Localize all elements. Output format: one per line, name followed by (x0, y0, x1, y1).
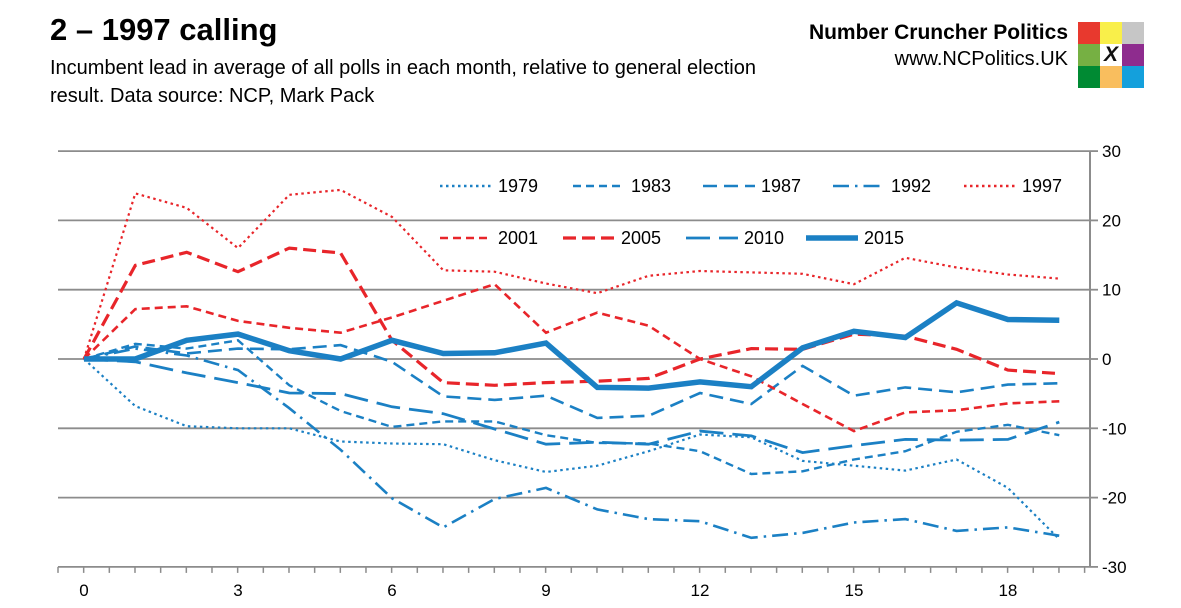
y-axis-label: 0 (1102, 350, 1111, 369)
logo-cell (1122, 44, 1144, 66)
chart-subtitle: Incumbent lead in average of all polls i… (50, 57, 756, 107)
legend-label-1992: 1992 (891, 176, 932, 196)
legend-swatch-1992 (833, 184, 885, 188)
logo-cell (1078, 44, 1100, 66)
series-line-1997 (82, 188, 1060, 360)
legend-label-1983: 1983 (631, 176, 672, 196)
series-line-2010 (83, 357, 1060, 455)
legend-swatch-1983 (573, 184, 625, 188)
y-axis-label: 30 (1102, 142, 1121, 161)
ncp-logo-icon: X (1078, 22, 1144, 88)
legend-label-1987: 1987 (761, 176, 802, 196)
legend-swatch-2001 (440, 236, 492, 240)
logo-cell: X (1100, 44, 1122, 66)
legend-swatch-1987 (703, 184, 755, 188)
x-axis-label: 18 (998, 581, 1017, 600)
legend-label-2005: 2005 (621, 228, 662, 248)
x-axis-label: 6 (387, 581, 396, 600)
series-line-2001 (83, 282, 1060, 433)
logo-cell (1122, 22, 1144, 44)
series-line-1987 (83, 343, 1060, 420)
x-axis-label: 15 (844, 581, 863, 600)
legend-label-2010: 2010 (744, 228, 785, 248)
y-axis-label: -10 (1102, 419, 1127, 438)
logo-cell (1100, 22, 1122, 44)
y-axis-label: 10 (1102, 281, 1121, 300)
x-axis-label: 9 (541, 581, 550, 600)
series-line-2015 (84, 299, 1060, 391)
logo-cell (1078, 22, 1100, 44)
legend-label-1997: 1997 (1022, 176, 1063, 196)
brand-name: Number Cruncher Politics (808, 21, 1068, 44)
legend-label-1979: 1979 (498, 176, 539, 196)
brand-url: www.NCPolitics.UK (894, 48, 1068, 70)
legend-label-2015: 2015 (864, 228, 905, 248)
series-line-1992 (83, 347, 1060, 540)
x-axis-label: 3 (233, 581, 242, 600)
logo-cell (1100, 66, 1122, 88)
brand-block: Number Cruncher Politics www.NCPolitics.… (809, 20, 1068, 72)
legend-label-2001: 2001 (498, 228, 539, 248)
page-title: 2 – 1997 calling (50, 12, 278, 47)
x-axis-label: 0 (79, 581, 88, 600)
logo-cell (1122, 66, 1144, 88)
x-axis-label: 12 (690, 581, 709, 600)
legend-swatch-1997 (964, 184, 1016, 188)
logo-x-glyph: X (1103, 43, 1118, 66)
series-line-1979 (83, 358, 1061, 540)
y-axis-label: -20 (1102, 489, 1127, 508)
legend-swatch-2015 (806, 235, 858, 241)
y-axis-label: -30 (1102, 558, 1127, 577)
legend-swatch-2010 (686, 236, 738, 240)
logo-cell (1078, 66, 1100, 88)
legend-swatch-1979 (440, 184, 492, 188)
y-axis-label: 20 (1102, 211, 1121, 230)
legend-swatch-2005 (563, 236, 615, 240)
series-line-1983 (83, 339, 1060, 476)
